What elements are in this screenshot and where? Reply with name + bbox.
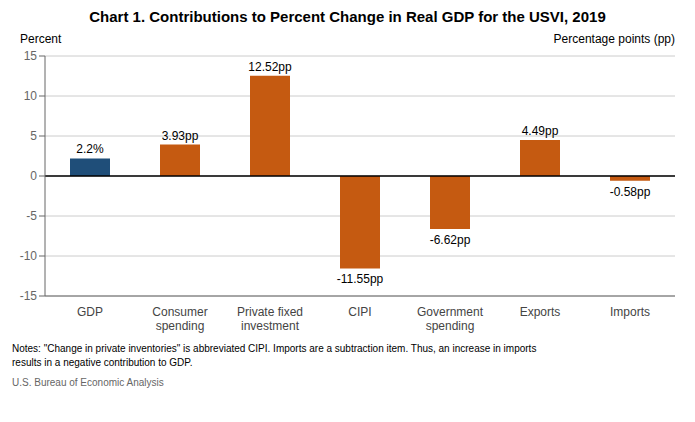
svg-text:CIPI: CIPI xyxy=(348,305,371,319)
svg-text:15: 15 xyxy=(24,49,38,63)
svg-text:2.2%: 2.2% xyxy=(76,142,104,156)
html-text:results in a negative contribu: results in a negative contribution to GD… xyxy=(12,357,193,368)
svg-text:4.49pp: 4.49pp xyxy=(522,124,559,138)
svg-text:-11.55pp: -11.55pp xyxy=(337,272,384,286)
svg-text:-15: -15 xyxy=(20,289,38,303)
svg-text:Governmentspending: Governmentspending xyxy=(417,305,484,333)
svg-text:Imports: Imports xyxy=(610,305,650,319)
svg-text:-10: -10 xyxy=(20,249,38,263)
svg-text:5: 5 xyxy=(30,129,37,143)
html-text:U.S. Bureau of Economic Analys: U.S. Bureau of Economic Analysis xyxy=(12,377,164,388)
svg-text:Private fixedinvestment: Private fixedinvestment xyxy=(237,305,303,333)
svg-text:-0.58pp: -0.58pp xyxy=(610,185,651,199)
html-text:Chart 1. Contributions to Perc: Chart 1. Contributions to Percent Change… xyxy=(89,8,606,25)
svg-text:0: 0 xyxy=(30,169,37,183)
svg-text:GDP: GDP xyxy=(77,305,103,319)
svg-text:10: 10 xyxy=(24,89,38,103)
svg-text:Exports: Exports xyxy=(520,305,561,319)
html-text:Percentage points (pp): Percentage points (pp) xyxy=(553,32,675,46)
svg-text:3.93pp: 3.93pp xyxy=(162,129,199,143)
svg-text:12.52pp: 12.52pp xyxy=(248,60,292,74)
html-text:Notes: "Change in private inve: Notes: "Change in private inventories" i… xyxy=(12,343,537,354)
html-text:Percent: Percent xyxy=(20,32,62,46)
svg-text:-5: -5 xyxy=(26,209,37,223)
svg-text:Consumerspending: Consumerspending xyxy=(152,305,207,333)
svg-text:-6.62pp: -6.62pp xyxy=(430,233,471,247)
